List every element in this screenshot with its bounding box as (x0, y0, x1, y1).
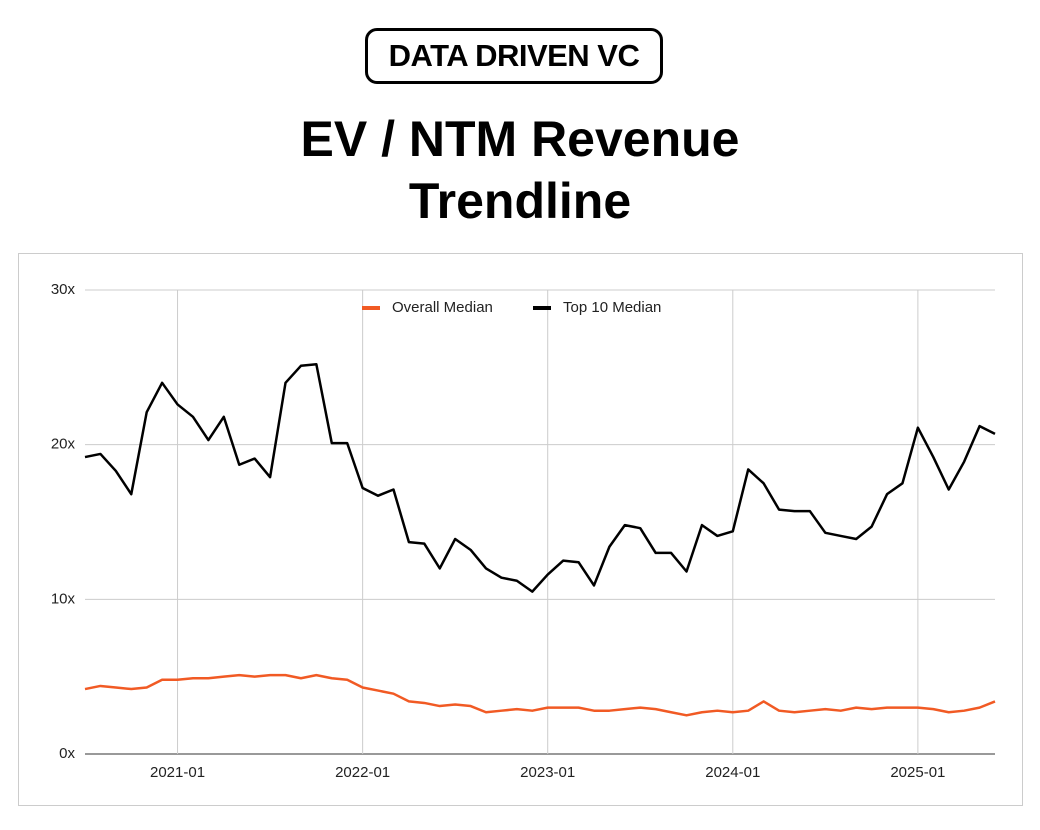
y-tick-label: 10x (51, 590, 76, 607)
y-tick-label: 20x (51, 436, 76, 453)
series-line (84, 362, 996, 593)
chart-frame (18, 253, 1023, 806)
x-tick-label: 2022-01 (335, 764, 390, 781)
brand: DATA DRIVEN VC (365, 28, 663, 84)
series-line (84, 673, 996, 717)
legend-label: Overall Median (392, 299, 493, 316)
x-tick-label: 2021-01 (150, 764, 205, 781)
legend-label: Top 10 Median (563, 299, 661, 316)
x-tick-label: 2025-01 (890, 764, 945, 781)
x-tick-label: 2023-01 (520, 764, 575, 781)
y-tick-label: 0x (59, 745, 75, 762)
y-tick-label: 30x (51, 281, 76, 298)
chart-title: EV / NTM Revenue Trendline (300, 111, 740, 229)
x-tick-label: 2024-01 (705, 764, 760, 781)
